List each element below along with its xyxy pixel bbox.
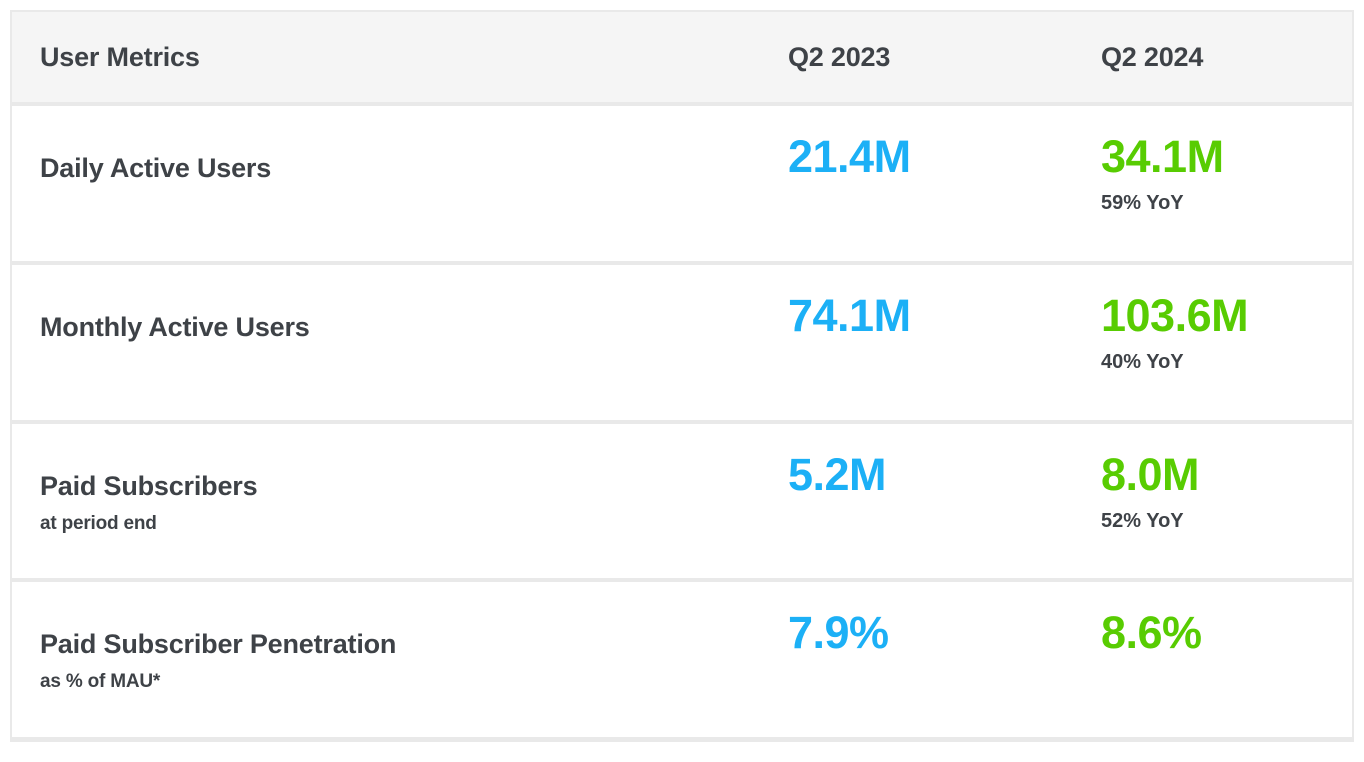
metric-label-cell: Daily Active Users <box>40 106 788 261</box>
metric-label-cell: Paid Subscriber Penetration as % of MAU* <box>40 582 788 737</box>
metric-sublabel: as % of MAU* <box>40 671 161 693</box>
value-cell-q2-2024: 8.0M 52% YoY <box>1101 424 1352 579</box>
metric-label: Daily Active Users <box>40 153 272 183</box>
value-cell-q2-2023: 74.1M <box>788 265 1101 420</box>
value-q2-2023: 74.1M <box>788 289 911 341</box>
metric-sublabel: at period end <box>40 512 157 534</box>
yoy-growth-label: 40% YoY <box>1101 350 1184 373</box>
metric-label: Monthly Active Users <box>40 311 310 342</box>
metric-label: Paid Subscribers <box>40 470 258 501</box>
value-cell-q2-2023: 21.4M <box>788 106 1101 261</box>
value-q2-2023: 21.4M <box>788 131 911 182</box>
table-row-paid-subscriber-penetration: Paid Subscriber Penetration as % of MAU*… <box>12 578 1352 737</box>
table-title: User Metrics <box>40 41 200 72</box>
metric-label-cell: Monthly Active Users <box>40 265 788 420</box>
user-metrics-table: User Metrics Q2 2023 Q2 2024 Daily Activ… <box>10 10 1354 742</box>
column-header-q2-2024: Q2 2024 <box>1101 41 1204 72</box>
metric-label: Paid Subscriber Penetration <box>40 629 397 660</box>
column-header-q2-2023: Q2 2023 <box>788 41 891 72</box>
value-q2-2024: 34.1M <box>1101 131 1224 182</box>
value-q2-2024: 8.6% <box>1101 607 1202 659</box>
value-cell-q2-2023: 5.2M <box>788 424 1101 579</box>
value-q2-2023: 7.9% <box>788 607 889 659</box>
value-cell-q2-2024: 103.6M 40% YoY <box>1101 265 1352 420</box>
table-header: User Metrics Q2 2023 Q2 2024 <box>12 12 1352 102</box>
value-cell-q2-2024: 34.1M 59% YoY <box>1101 106 1352 261</box>
table-row-paid-subscribers: Paid Subscribers at period end 5.2M 8.0M… <box>12 419 1352 579</box>
value-q2-2023: 5.2M <box>788 448 887 500</box>
yoy-growth-label: 52% YoY <box>1101 509 1184 532</box>
table-row-monthly-active-users: Monthly Active Users 74.1M 103.6M 40% Yo… <box>12 260 1352 420</box>
table-row-daily-active-users: Daily Active Users 21.4M 34.1M 59% YoY <box>12 102 1352 261</box>
value-q2-2024: 8.0M <box>1101 448 1200 500</box>
value-q2-2024: 103.6M <box>1101 289 1249 341</box>
value-cell-q2-2023: 7.9% <box>788 582 1101 737</box>
yoy-growth-label: 59% YoY <box>1101 192 1184 214</box>
value-cell-q2-2024: 8.6% <box>1101 582 1352 737</box>
metric-label-cell: Paid Subscribers at period end <box>40 424 788 579</box>
